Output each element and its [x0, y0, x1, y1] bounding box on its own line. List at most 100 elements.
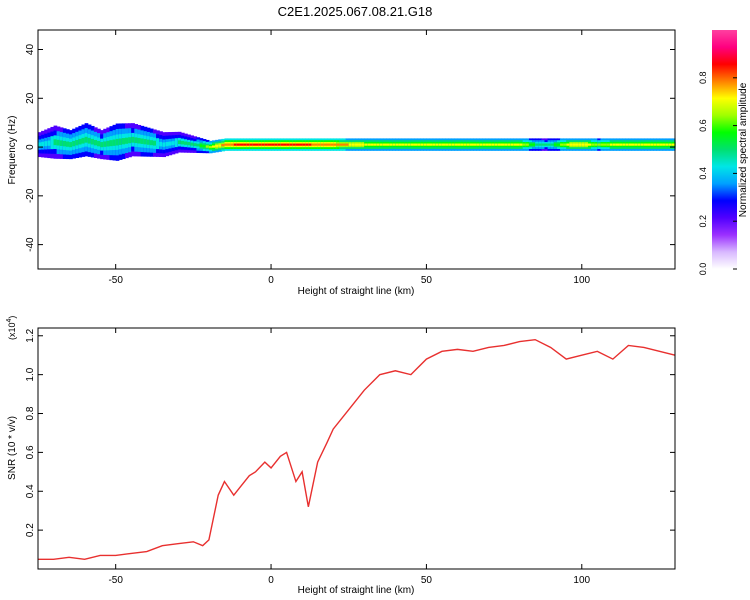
spectrogram-band: [78, 138, 83, 145]
spectrogram-band: [367, 143, 372, 146]
spectrogram-band: [606, 143, 611, 146]
spectrogram-band: [615, 143, 620, 146]
spectrogram-band: [44, 141, 48, 147]
spectrogram-band: [507, 143, 511, 146]
snr-x-tick-label: 50: [421, 575, 433, 586]
spectrogram-band: [109, 140, 114, 147]
spectrogram-band: [429, 143, 434, 146]
spectrogram-band: [525, 143, 530, 146]
spectrogram-band: [445, 143, 449, 146]
spectrogram-band: [541, 143, 546, 146]
snr-frame: [37, 327, 676, 570]
spectrogram-band: [597, 143, 602, 146]
spectrogram-band: [594, 143, 598, 146]
spectrogram-band: [165, 142, 170, 147]
spectrogram-band: [59, 140, 64, 146]
spectrogram-band: [479, 143, 483, 146]
snr-x-axis-label: Height of straight line (km): [298, 585, 415, 596]
snr-multiplier-suffix: ): [7, 316, 17, 319]
spectrogram-band: [578, 143, 583, 146]
colorbar-tick-label: 0.4: [698, 167, 708, 180]
spectrogram-y-tick-label: 40: [25, 44, 36, 56]
spectrogram-band: [441, 143, 446, 146]
snr-multiplier-prefix: (x10: [7, 322, 17, 340]
spectrogram-band: [143, 139, 148, 145]
spectrogram-band: [398, 143, 403, 146]
spectrogram-band: [569, 143, 574, 146]
spectrogram-band: [106, 140, 111, 147]
spectrogram-band: [622, 143, 626, 146]
spectrogram-band: [53, 139, 58, 146]
spectrogram-band: [149, 140, 154, 146]
spectrogram-band: [587, 143, 592, 146]
spectrogram-band: [202, 144, 207, 148]
spectrogram-band: [358, 143, 362, 146]
colorbar-gradient: [712, 30, 737, 269]
spectrogram-band: [62, 140, 67, 147]
spectrogram-band: [159, 141, 163, 147]
spectrogram-band: [417, 143, 421, 146]
spectrogram-band: [553, 143, 558, 146]
spectrogram-band: [671, 143, 676, 146]
spectrogram-band: [56, 139, 61, 146]
spectrogram-band: [410, 143, 415, 146]
spectrogram-band: [323, 143, 328, 146]
spectrogram-y-tick-label: 20: [25, 92, 36, 104]
snr-series-line: [38, 338, 676, 560]
spectrogram-y-tick-label: 0: [25, 144, 36, 150]
spectrogram-band: [401, 143, 406, 146]
spectrogram-band: [236, 143, 241, 146]
spectrogram-band: [634, 143, 639, 146]
spectrogram-band: [451, 143, 455, 146]
spectrogram-band: [326, 143, 331, 146]
spectrogram-band: [65, 141, 70, 147]
spectrogram-band: [125, 137, 129, 144]
spectrogram-band: [463, 143, 468, 146]
spectrogram-band: [75, 139, 79, 146]
spectrogram-band: [267, 143, 272, 146]
spectrogram-band: [640, 143, 645, 146]
spectrogram-band: [295, 143, 300, 146]
snr-line-layer: [38, 338, 676, 560]
spectrogram-band: [187, 142, 191, 146]
snr-x-ticks: -50 0 50 100: [108, 328, 591, 586]
spectrogram-band: [152, 140, 157, 146]
spectrogram-band: [351, 143, 356, 146]
spectrogram-y-tick-label: -20: [25, 188, 36, 203]
snr-y-tick-label: 0.6: [25, 445, 36, 459]
spectrogram-band: [118, 138, 123, 145]
spectrogram-band: [513, 143, 518, 146]
spectrogram-band: [215, 144, 219, 148]
spectrogram-x-ticks: -50 0 50 100: [108, 30, 591, 286]
spectrogram-band: [180, 140, 185, 145]
spectrogram-band: [264, 143, 269, 146]
spectrogram-band: [342, 143, 347, 146]
spectrogram-band: [193, 143, 198, 147]
spectrogram-x-tick-label: 50: [421, 275, 433, 286]
spectrogram-band: [50, 139, 55, 146]
spectrogram-band: [516, 143, 521, 146]
spectrogram-band: [609, 143, 614, 146]
spectrogram-band: [407, 143, 412, 146]
spectrogram-band: [258, 143, 263, 146]
spectrogram-band: [404, 143, 409, 146]
snr-y-tick-label: 0.2: [25, 523, 36, 537]
spectrogram-band: [131, 136, 135, 143]
spectrogram-band: [305, 143, 309, 146]
spectrogram-band: [413, 143, 418, 146]
spectrogram-band: [320, 143, 325, 146]
spectrogram-band: [47, 140, 52, 146]
spectrogram-band: [69, 142, 73, 148]
spectrogram-band: [230, 143, 235, 146]
spectrogram-band: [38, 142, 42, 147]
spectrogram-band: [289, 143, 294, 146]
spectrogram-band: [239, 143, 244, 146]
spectrogram-band: [361, 143, 365, 146]
spectrogram-band: [246, 143, 250, 146]
spectrogram-band: [469, 143, 474, 146]
spectrogram-band: [274, 143, 278, 146]
spectrogram-band: [519, 143, 524, 146]
spectrogram-band: [171, 141, 176, 146]
spectrogram-band: [563, 143, 567, 146]
